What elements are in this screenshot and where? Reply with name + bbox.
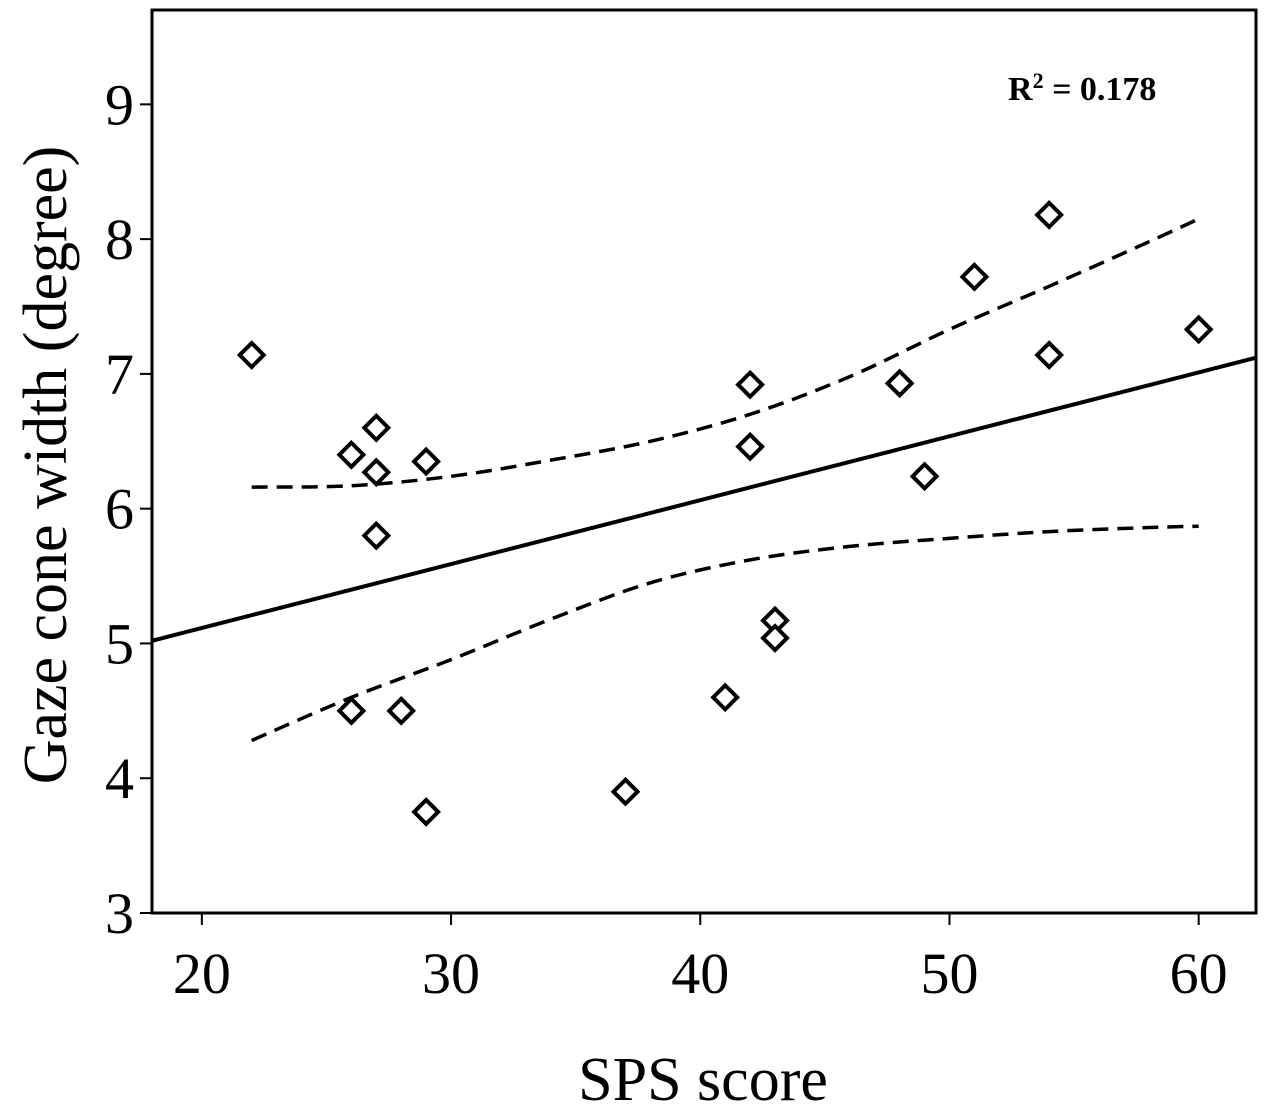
y-axis-title: Gaze cone width (degree) bbox=[12, 146, 80, 785]
y-tick-label: 8 bbox=[105, 207, 134, 272]
data-point bbox=[411, 797, 441, 827]
y-tick-label: 6 bbox=[105, 477, 134, 542]
data-point bbox=[361, 520, 392, 551]
data-point bbox=[760, 623, 790, 653]
y-tick-label: 5 bbox=[105, 611, 134, 676]
line-layer bbox=[152, 217, 1256, 743]
point-layer bbox=[236, 200, 1214, 827]
y-tick-label: 4 bbox=[105, 746, 134, 811]
r-squared-symbol: R bbox=[1008, 71, 1033, 108]
data-point bbox=[236, 340, 267, 370]
data-point bbox=[610, 776, 641, 807]
x-tick-label: 60 bbox=[1170, 941, 1228, 1006]
data-point bbox=[361, 457, 392, 488]
data-point bbox=[1034, 340, 1064, 370]
plot-frame-layer bbox=[150, 8, 1258, 915]
y-tick-label: 3 bbox=[105, 881, 134, 946]
data-point bbox=[336, 696, 367, 726]
r-squared-annotation: R2 = 0.178 bbox=[1008, 68, 1156, 108]
x-axis-title: SPS score bbox=[578, 1046, 828, 1114]
r-squared-value: = 0.178 bbox=[1044, 71, 1157, 108]
data-point bbox=[411, 446, 441, 477]
x-tick-label: 50 bbox=[920, 941, 978, 1006]
data-point bbox=[884, 368, 915, 399]
x-tick-label: 20 bbox=[173, 941, 231, 1006]
plot-frame bbox=[150, 8, 1258, 915]
x-tick-label: 40 bbox=[671, 941, 729, 1006]
data-point bbox=[959, 262, 990, 292]
axis-layer: 20 30 40 50 60 3 4 5 6 7 8 9 bbox=[105, 72, 1228, 1006]
r-squared-superscript: 2 bbox=[1033, 68, 1044, 93]
data-point bbox=[909, 461, 940, 492]
data-point bbox=[735, 431, 765, 462]
data-point bbox=[710, 682, 741, 713]
data-point bbox=[361, 412, 392, 443]
data-point bbox=[386, 696, 417, 726]
x-tick-label: 30 bbox=[422, 941, 480, 1006]
confidence-band-lower bbox=[250, 524, 1199, 743]
confidence-band-upper bbox=[251, 217, 1200, 489]
regression-line bbox=[152, 355, 1256, 643]
y-tick-label: 7 bbox=[105, 342, 134, 407]
data-point bbox=[1183, 314, 1214, 345]
data-point bbox=[336, 439, 367, 470]
data-point bbox=[735, 369, 765, 400]
y-tick-label: 9 bbox=[105, 72, 134, 137]
data-point bbox=[1034, 200, 1064, 230]
